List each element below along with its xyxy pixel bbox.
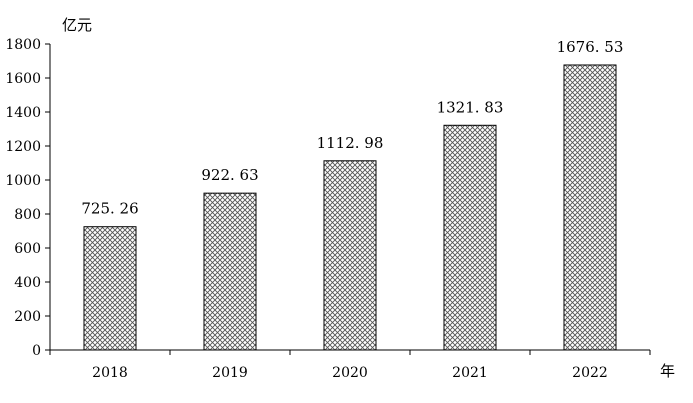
y-tick-label: 1400 <box>5 105 41 121</box>
x-tick-label: 2020 <box>332 365 368 381</box>
data-label-2021: 1321. 83 <box>437 98 504 116</box>
data-label-2018: 725. 26 <box>81 200 138 218</box>
x-axis: 2018 2019 2020 2021 2022 <box>49 349 651 381</box>
bar-2020 <box>323 160 377 351</box>
bar-2022 <box>563 64 617 351</box>
x-tick-label: 2021 <box>452 365 488 381</box>
y-tick-label: 1800 <box>5 37 41 53</box>
data-label-2022: 1676. 53 <box>557 38 624 56</box>
x-tick-label: 2022 <box>572 365 608 381</box>
y-axis: 0 200 400 600 800 1000 1200 1400 1600 1800 <box>5 37 51 359</box>
y-tick-label: 200 <box>14 309 41 325</box>
bar-2019 <box>203 192 257 351</box>
x-tick-label: 2018 <box>92 365 128 381</box>
y-tick-label: 800 <box>14 207 41 223</box>
y-tick-label: 400 <box>14 275 41 291</box>
y-tick-label: 600 <box>14 241 41 257</box>
x-tick-label: 2019 <box>212 365 248 381</box>
bar-2018 <box>83 226 137 351</box>
data-label-2020: 1112. 98 <box>317 134 384 152</box>
bar-series <box>83 64 617 351</box>
bar-2021 <box>443 124 497 351</box>
y-tick-label: 1000 <box>5 173 41 189</box>
y-tick-label: 1600 <box>5 71 41 87</box>
data-label-2019: 922. 63 <box>201 166 258 184</box>
x-axis-unit-label: 年 <box>660 362 675 380</box>
y-axis-unit-label: 亿元 <box>62 16 92 34</box>
y-tick-label: 1200 <box>5 139 41 155</box>
data-labels: 725. 26 922. 63 1112. 98 1321. 83 1676. 53 <box>81 38 623 218</box>
y-tick-label: 0 <box>32 343 41 359</box>
